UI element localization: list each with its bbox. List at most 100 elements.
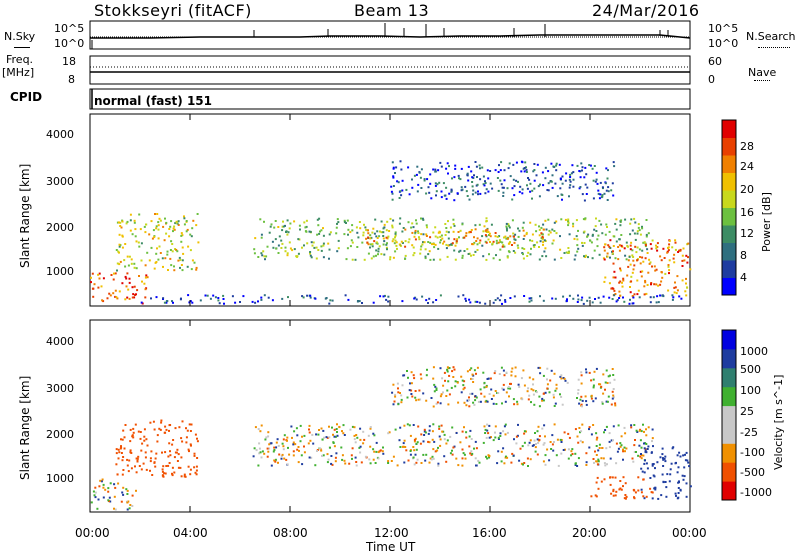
heatmap-cell	[425, 399, 428, 402]
heatmap-cell	[313, 246, 316, 249]
heatmap-cell	[539, 240, 542, 243]
heatmap-cell	[536, 438, 539, 441]
heatmap-cell	[604, 243, 607, 246]
heatmap-cell	[638, 429, 641, 432]
heatmap-cell	[511, 452, 514, 455]
heatmap-cell	[666, 473, 669, 476]
heatmap-cell	[113, 272, 115, 275]
heatmap-cell	[440, 234, 443, 237]
heatmap-cell	[434, 385, 437, 388]
heatmap-cell	[588, 164, 591, 166]
heatmap-cell	[177, 466, 180, 469]
heatmap-cell	[628, 302, 631, 305]
heatmap-cell	[638, 296, 641, 299]
heatmap-cell	[598, 219, 601, 222]
heatmap-cell	[427, 186, 430, 189]
freq-panel-frame	[89, 55, 691, 85]
heatmap-cell	[428, 425, 431, 428]
heatmap-cell	[156, 434, 159, 437]
heatmap-cell	[564, 218, 567, 221]
heatmap-cell	[413, 463, 416, 466]
heatmap-cell	[358, 446, 361, 449]
heatmap-cell	[461, 430, 464, 433]
heatmap-cell	[415, 222, 418, 225]
heatmap-cell	[195, 268, 198, 271]
heatmap-cell	[370, 236, 373, 239]
heatmap-cell	[577, 457, 580, 460]
heatmap-cell	[652, 296, 655, 299]
heatmap-cell	[681, 254, 684, 257]
heatmap-cell	[583, 176, 586, 179]
heatmap-cell	[394, 428, 397, 431]
heatmap-cell	[168, 429, 170, 432]
heatmap-cell	[445, 247, 448, 250]
heatmap-cell	[126, 508, 129, 511]
heatmap-cell	[585, 173, 588, 176]
heatmap-cell	[615, 462, 618, 465]
heatmap-cell	[419, 176, 422, 179]
heatmap-cell	[657, 497, 660, 500]
heatmap-cell	[523, 234, 526, 237]
heatmap-cell	[602, 457, 605, 460]
heatmap-cell	[527, 177, 529, 179]
heatmap-cell	[602, 392, 605, 395]
heatmap-cell	[121, 282, 124, 285]
heatmap-cell	[586, 235, 589, 238]
heatmap-cell	[145, 223, 148, 226]
heatmap-cell	[424, 257, 427, 260]
heatmap-cell	[560, 374, 563, 377]
heatmap-cell	[517, 227, 519, 230]
heatmap-cell	[301, 435, 303, 438]
heatmap-cell	[445, 197, 448, 200]
heatmap-cell	[509, 241, 511, 244]
heatmap-cell	[131, 286, 134, 289]
heatmap-cell	[114, 486, 117, 489]
heatmap-cell	[492, 240, 495, 243]
heatmap-cell	[116, 269, 118, 272]
heatmap-cell	[606, 252, 609, 255]
heatmap-cell	[120, 446, 123, 449]
heatmap-cell	[532, 393, 535, 396]
heatmap-cell	[654, 467, 656, 470]
heatmap-cell	[651, 265, 653, 268]
heatmap-cell	[150, 246, 153, 249]
heatmap-cell	[490, 388, 493, 391]
heatmap-cell	[439, 161, 442, 164]
heatmap-cell	[687, 461, 690, 464]
heatmap-cell	[539, 183, 541, 186]
heatmap-cell	[494, 425, 497, 428]
heatmap-cell	[486, 378, 489, 380]
heatmap-cell	[416, 458, 419, 461]
heatmap-cell	[494, 232, 497, 234]
heatmap-cell	[570, 450, 573, 453]
heatmap-cell	[667, 265, 670, 268]
heatmap-cell	[281, 297, 284, 300]
heatmap-cell	[596, 463, 599, 466]
heatmap-cell	[124, 275, 127, 278]
heatmap-cell	[137, 241, 140, 244]
heatmap-cell	[610, 492, 613, 495]
heatmap-cell	[344, 294, 347, 297]
heatmap-cell	[517, 383, 520, 386]
heatmap-cell	[308, 431, 311, 434]
heatmap-cell	[436, 236, 439, 239]
heatmap-cell	[395, 241, 398, 244]
heatmap-cell	[495, 242, 498, 245]
heatmap-cell	[392, 383, 395, 386]
heatmap-cell	[646, 467, 649, 470]
heatmap-cell	[376, 242, 379, 245]
heatmap-cell	[607, 375, 610, 378]
heatmap-cell	[351, 447, 354, 450]
heatmap-cell	[320, 245, 323, 248]
heatmap-cell	[149, 469, 151, 472]
heatmap-cell	[547, 189, 550, 192]
heatmap-cell	[146, 276, 149, 279]
heatmap-cell	[660, 280, 663, 283]
heatmap-cell	[326, 453, 329, 456]
heatmap-cell	[433, 383, 436, 386]
heatmap-cell	[474, 228, 477, 231]
heatmap-cell	[612, 250, 614, 253]
heatmap-cell	[141, 442, 144, 445]
heatmap-cell	[413, 438, 416, 441]
heatmap-cell	[97, 286, 100, 289]
